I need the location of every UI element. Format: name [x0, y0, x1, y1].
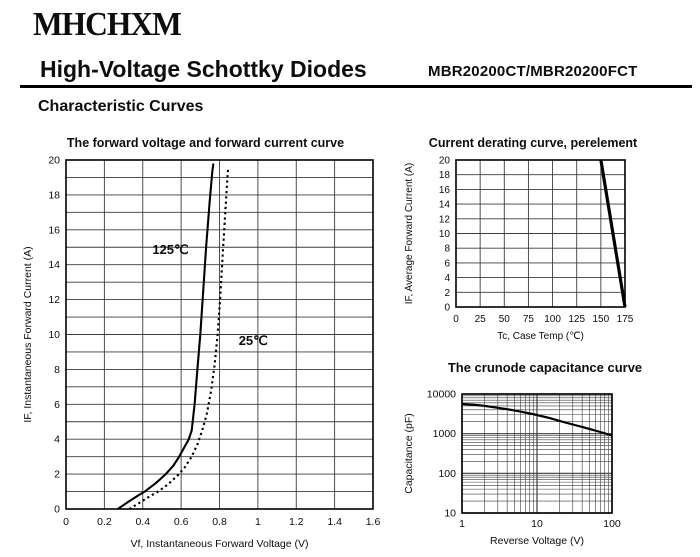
svg-text:1.2: 1.2 [289, 516, 304, 528]
svg-text:12: 12 [439, 214, 451, 225]
capacitance-chart: The crunode capacitance curve 1 10 100 10 10… [400, 356, 690, 557]
svg-text:10: 10 [444, 508, 456, 520]
capacitance-chart-plot: 1 10 100 10 100 1000 10000 Reverse Voltage (V) C… [400, 380, 690, 557]
svg-text:125: 125 [568, 314, 585, 325]
svg-text:1.4: 1.4 [327, 516, 342, 528]
svg-text:16: 16 [439, 185, 451, 196]
svg-text:0: 0 [444, 303, 450, 314]
svg-text:8: 8 [54, 364, 60, 376]
svg-text:12: 12 [48, 294, 60, 306]
derating-chart-title: Current derating curve, perelement [428, 136, 638, 150]
section-title: Characteristic Curves [38, 98, 204, 115]
svg-text:14: 14 [439, 200, 451, 211]
svg-text:16: 16 [48, 224, 60, 236]
chart-svg: 0 25 50 75 100 125 150 175 0 2 4 6 8 10 12 14 16 18 20 Tc, … [404, 156, 634, 343]
svg-text:20: 20 [439, 156, 451, 167]
header-rule [20, 85, 692, 88]
svg-text:20: 20 [48, 155, 60, 167]
header: High-Voltage Schottky Diodes MBR20200CT/… [0, 56, 700, 84]
page-title: High-Voltage Schottky Diodes [40, 56, 367, 82]
svg-text:0.2: 0.2 [97, 516, 112, 528]
svg-text:25℃: 25℃ [239, 333, 268, 348]
svg-text:Capacitance (pF): Capacitance (pF) [403, 413, 415, 494]
svg-text:Tc, Case Temp (℃): Tc, Case Temp (℃) [497, 331, 584, 342]
svg-text:4: 4 [444, 273, 450, 284]
svg-text:1: 1 [255, 516, 261, 528]
svg-text:10: 10 [531, 518, 543, 530]
svg-text:175: 175 [617, 314, 634, 325]
svg-text:1.6: 1.6 [366, 516, 381, 528]
svg-text:0.8: 0.8 [212, 516, 227, 528]
svg-text:0: 0 [54, 504, 60, 516]
svg-text:4: 4 [54, 434, 60, 446]
svg-text:10: 10 [439, 229, 451, 240]
svg-text:Vf, Instantaneous Forward Volt: Vf, Instantaneous Forward Voltage (V) [130, 538, 308, 550]
forward-chart-title: The forward voltage and forward current … [66, 136, 345, 150]
current-derating-chart: Current derating curve, perelement 0 25 50… [400, 130, 690, 356]
svg-text:1: 1 [459, 518, 465, 530]
svg-text:6: 6 [54, 399, 60, 411]
svg-text:125℃: 125℃ [152, 242, 188, 257]
svg-text:8: 8 [444, 244, 450, 255]
svg-text:2: 2 [54, 469, 60, 481]
svg-text:IF, Instantaneous Forward Curr: IF, Instantaneous Forward Current (A) [22, 246, 34, 422]
forward-voltage-chart: The forward voltage and forward current … [18, 130, 393, 557]
svg-text:150: 150 [593, 314, 610, 325]
derating-chart-plot: 0 25 50 75 100 125 150 175 0 2 4 6 8 10 12 14 16 18 20 Tc, … [400, 152, 690, 356]
forward-chart-plot: 0 0.2 0.4 0.6 0.8 1 1.2 1.4 1.6 0 2 4 6 8 10 12 14 16 18 20… [18, 150, 393, 557]
svg-text:0: 0 [63, 516, 69, 528]
part-number: MBR20200CT/MBR20200FCT [428, 63, 638, 80]
svg-text:100: 100 [603, 518, 621, 530]
svg-text:100: 100 [438, 468, 456, 480]
svg-text:2: 2 [444, 288, 450, 299]
svg-text:0: 0 [453, 314, 459, 325]
brand-logo: MHCHXM [33, 6, 182, 43]
svg-text:0.6: 0.6 [174, 516, 189, 528]
svg-text:IF, Average Forward Current (A: IF, Average Forward Current (A) [404, 163, 415, 305]
svg-text:1000: 1000 [433, 428, 457, 440]
svg-text:Reverse Voltage (V): Reverse Voltage (V) [490, 535, 584, 547]
svg-text:75: 75 [523, 314, 535, 325]
svg-text:18: 18 [48, 189, 60, 201]
svg-text:50: 50 [499, 314, 511, 325]
svg-text:100: 100 [544, 314, 561, 325]
svg-text:14: 14 [48, 259, 60, 271]
svg-text:10: 10 [48, 329, 60, 341]
capacitance-chart-title: The crunode capacitance curve [447, 360, 643, 375]
svg-text:0.4: 0.4 [135, 516, 150, 528]
chart-svg: 0 0.2 0.4 0.6 0.8 1 1.2 1.4 1.6 0 2 4 6 8 10 12 14 16 18 20… [22, 155, 381, 551]
svg-text:25: 25 [475, 314, 487, 325]
svg-text:18: 18 [439, 170, 451, 181]
svg-text:6: 6 [444, 258, 450, 269]
svg-text:10000: 10000 [427, 389, 456, 401]
